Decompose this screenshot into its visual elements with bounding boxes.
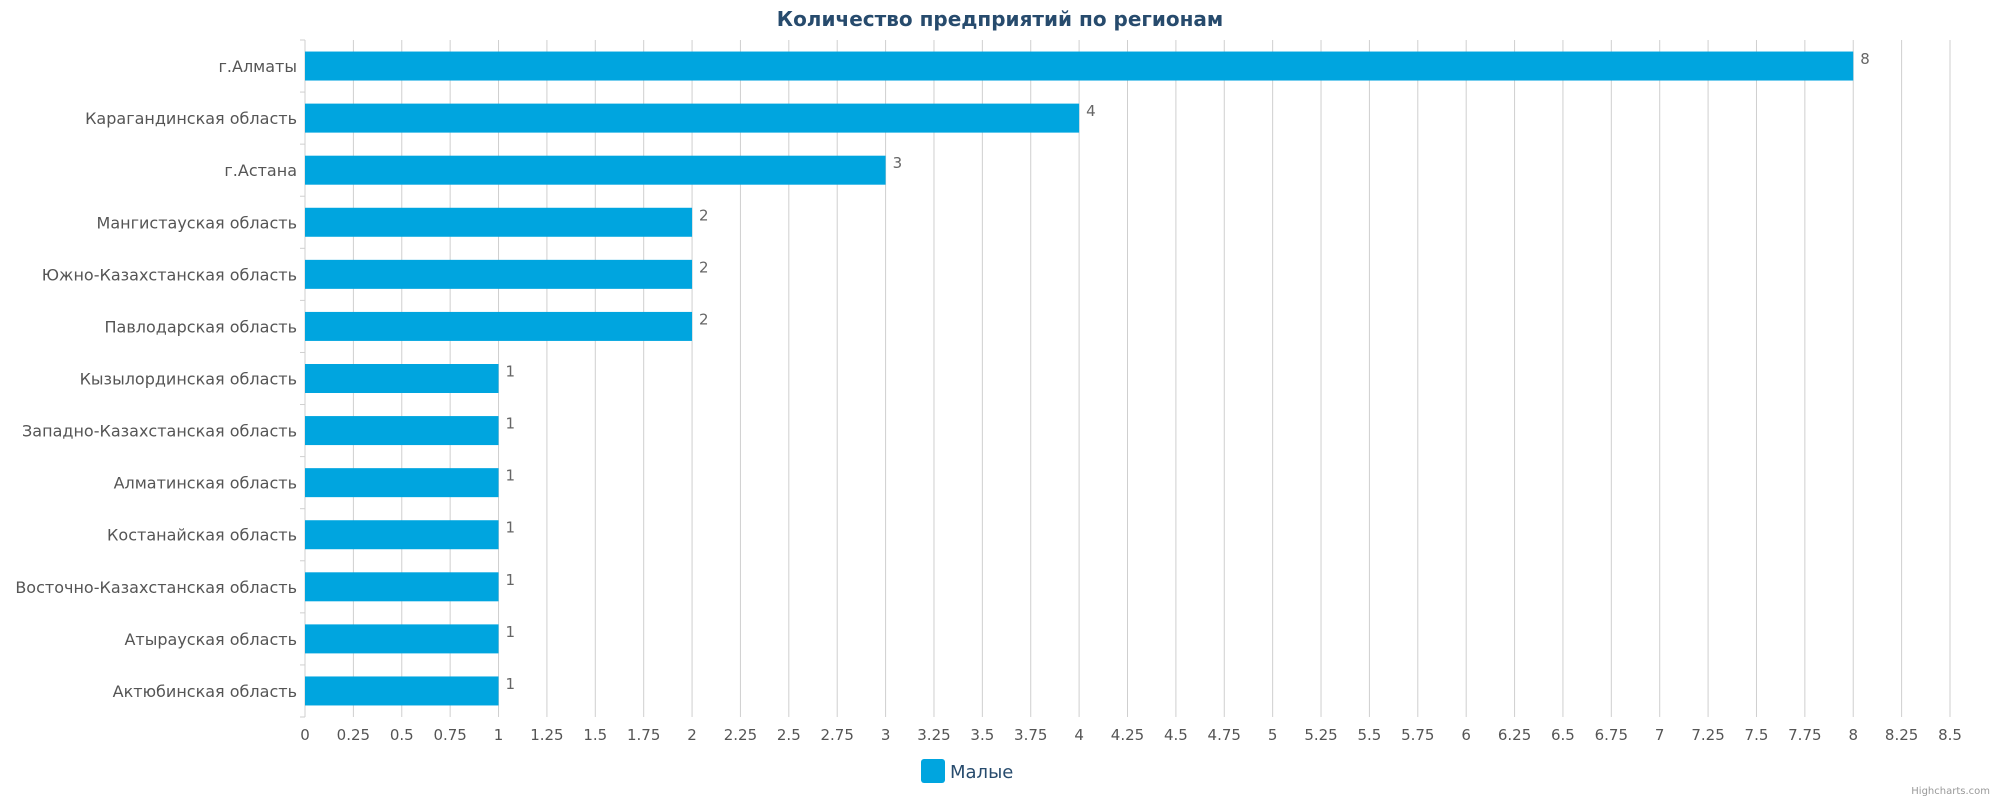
category-label: Актюбинская область [113,682,297,701]
x-tick-label: 2.5 [777,726,801,744]
x-tick-label: 3.75 [1014,726,1047,744]
bar[interactable] [305,572,499,602]
x-tick-label: 4.25 [1111,726,1144,744]
x-tick-label: 8.25 [1885,726,1918,744]
bar[interactable] [305,207,693,237]
x-tick-label: 6.75 [1595,726,1628,744]
x-tick-label: 1 [494,726,504,744]
data-label: 1 [506,675,516,693]
data-labels: 8 4 3 2 2 2 1 1 1 1 1 1 1 [506,50,1870,693]
legend-swatch[interactable] [921,759,945,783]
bar[interactable] [305,51,1854,81]
data-label: 1 [506,415,516,433]
x-tick-label: 7.75 [1788,726,1821,744]
x-axis-tick-labels: 0 0.25 0.5 0.75 1 1.25 1.5 1.75 2 2.25 2.5 2.75 3 3.2… [300,726,1962,744]
data-label: 1 [506,519,516,537]
x-tick-label: 6 [1461,726,1471,744]
bar[interactable] [305,155,886,185]
x-tick-label: 4.5 [1164,726,1188,744]
data-label: 2 [699,258,709,276]
data-label: 8 [1860,50,1870,68]
data-label: 1 [506,467,516,485]
category-label: г.Алматы [219,57,298,76]
category-label: Восточно-Казахстанская область [15,578,297,597]
category-label: г.Астана [224,161,297,180]
x-tick-label: 0 [300,726,310,744]
x-tick-label: 2 [687,726,697,744]
x-tick-label: 7 [1655,726,1665,744]
x-tick-label: 6.25 [1498,726,1531,744]
category-label: Мангистауская область [97,213,297,232]
x-tick-label: 7.5 [1745,726,1769,744]
data-label: 2 [699,206,709,224]
data-label: 1 [506,623,516,641]
x-tick-label: 4 [1074,726,1084,744]
x-tick-label: 8.5 [1938,726,1962,744]
grid-lines [300,39,1951,718]
category-label: Павлодарская область [104,317,297,336]
data-label: 3 [893,154,903,172]
data-label: 1 [506,571,516,589]
category-label: Южно-Казахстанская область [42,265,297,284]
bar[interactable] [305,103,1080,133]
bar[interactable] [305,520,499,550]
legend-label-small[interactable]: Малые [950,762,1013,783]
bar[interactable] [305,259,693,289]
x-tick-label: 1.25 [530,726,563,744]
x-tick-label: 4.75 [1208,726,1241,744]
x-tick-label: 1.5 [583,726,607,744]
x-tick-label: 8 [1848,726,1858,744]
data-label: 1 [506,363,516,381]
data-label: 2 [699,310,709,328]
x-tick-label: 0.25 [337,726,370,744]
x-tick-label: 0.5 [390,726,414,744]
x-tick-label: 3.5 [970,726,994,744]
x-tick-label: 5.75 [1401,726,1434,744]
data-label: 4 [1086,102,1096,120]
x-tick-label: 3 [881,726,891,744]
category-label: Кызылординская область [80,370,297,389]
category-label: Костанайская область [107,526,297,545]
bar[interactable] [305,468,499,498]
x-tick-label: 6.5 [1551,726,1575,744]
category-label: Западно-Казахстанская область [22,422,297,441]
x-tick-label: 0.75 [433,726,466,744]
category-label: Атырауская область [124,630,297,649]
x-tick-label: 5 [1268,726,1278,744]
x-tick-label: 2.25 [724,726,757,744]
x-tick-label: 7.25 [1691,726,1724,744]
x-tick-label: 2.75 [821,726,854,744]
bar[interactable] [305,624,499,654]
x-tick-label: 3.25 [917,726,950,744]
x-tick-label: 5.25 [1304,726,1337,744]
bar[interactable] [305,364,499,393]
category-labels: г.Алматы Карагандинская область г.Астана Ма… [15,57,297,701]
credits-link[interactable]: Highcharts.com [1911,786,1990,797]
bar[interactable] [305,311,693,341]
bar[interactable] [305,416,499,446]
x-tick-label: 1.75 [627,726,660,744]
category-label: Карагандинская область [85,109,297,128]
x-tick-label: 5.5 [1357,726,1381,744]
chart-title: Количество предприятий по регионам [777,7,1224,31]
category-label: Алматинская область [114,474,297,493]
bars [305,51,1854,706]
legend[interactable]: Малые [921,759,1013,783]
bar[interactable] [305,676,499,706]
